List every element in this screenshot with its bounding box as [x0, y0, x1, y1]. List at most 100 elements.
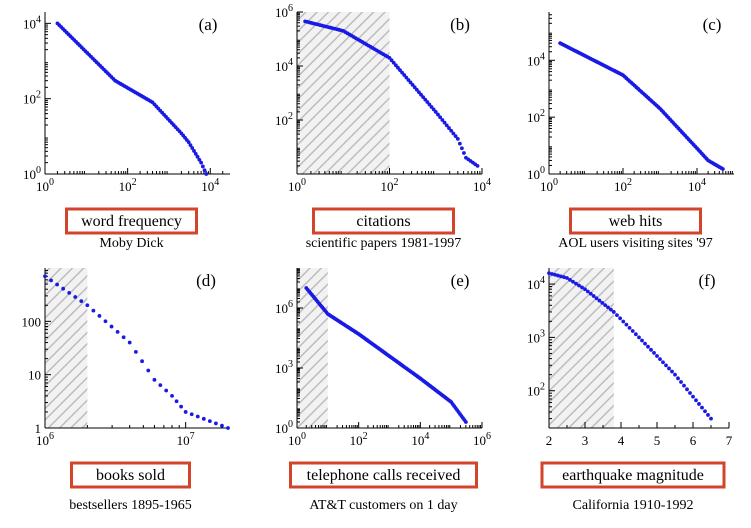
x-tick-label: 104: [411, 431, 429, 448]
data-point: [186, 140, 191, 145]
caption: Moby Dick: [99, 236, 163, 251]
y-tick-label: 104: [527, 51, 545, 68]
x-tick-label: 7: [726, 433, 733, 448]
data-point: [79, 299, 84, 304]
data-point: [55, 282, 59, 287]
x-axis-label: web hits: [609, 213, 663, 230]
y-tick-label: 104: [527, 275, 545, 292]
data-point: [591, 294, 596, 298]
panel-label: (d): [196, 271, 216, 290]
xlabel-box: [289, 461, 478, 489]
x-axis-label: books sold: [96, 467, 165, 484]
data-point: [201, 416, 206, 421]
data-point: [615, 313, 619, 318]
data-point: [199, 160, 204, 165]
data-point: [200, 164, 205, 169]
data-point: [189, 412, 194, 417]
data-point: [583, 287, 587, 292]
caption: California 1910-1992: [573, 498, 694, 513]
data-point: [568, 277, 572, 282]
data-point: [459, 146, 464, 151]
data-point: [688, 391, 692, 395]
panel-b: 100 102 104 102 104 106 (b) citations scientific…: [275, 3, 491, 251]
xlabel-box: [312, 207, 455, 235]
y-tick-label: 106: [275, 299, 293, 316]
panel-c: 100 102 104 100 102 104 (c) web hits AOL users v…: [527, 12, 734, 251]
data-point: [588, 291, 593, 296]
data-point: [562, 275, 566, 280]
data-point: [43, 274, 47, 279]
data-point: [556, 273, 560, 278]
data-point: [174, 399, 179, 404]
data-point: [109, 324, 114, 329]
shaded-region: [297, 12, 390, 174]
data-point: [197, 157, 202, 162]
y-tick-label: 100: [22, 314, 42, 329]
data-point: [462, 151, 466, 155]
x-axis-label: telephone calls received: [307, 467, 461, 484]
data-point: [226, 426, 230, 430]
caption: bestsellers 1895-1965: [69, 498, 191, 513]
data-point: [127, 340, 132, 345]
data-point: [204, 172, 209, 176]
x-tick-label: 100: [36, 177, 54, 194]
data-point: [140, 359, 144, 364]
x-tick-label: 4: [618, 433, 625, 448]
data-point: [691, 394, 695, 399]
data-point: [547, 271, 551, 276]
data-point: [97, 314, 102, 318]
data-point: [164, 388, 169, 393]
data-point: [630, 329, 635, 333]
x-tick-label: 2: [546, 433, 553, 448]
data-point: [709, 416, 713, 421]
data-point: [621, 319, 626, 324]
data-point: [682, 383, 686, 388]
data-point: [67, 290, 72, 295]
x-tick-label: 102: [119, 177, 137, 194]
x-tick-label: 104: [473, 177, 491, 194]
data-point: [447, 126, 451, 130]
x-tick-label: 100: [288, 177, 306, 194]
data-point: [649, 347, 653, 352]
data-point: [658, 357, 662, 362]
data-point: [580, 285, 584, 290]
data-point: [195, 154, 200, 159]
y-tick-label: 10: [28, 368, 41, 383]
panel-a: 100 102 104 100 102 104 (a) word frequency Moby …: [23, 12, 230, 251]
panel-f: 2 3 4 5 6 7 102 103 104 (f) earthquake magnitude Ca…: [527, 268, 733, 513]
data-point: [121, 335, 126, 340]
data-point: [133, 349, 138, 354]
data-point: [679, 380, 683, 384]
data-point: [73, 295, 78, 299]
data-point: [676, 376, 680, 381]
data-point: [685, 387, 689, 392]
data-point: [188, 143, 193, 147]
y-tick-label: 106: [275, 3, 293, 20]
data-point: [202, 168, 207, 173]
data-point: [664, 363, 668, 368]
data-point: [455, 136, 460, 141]
data-point: [652, 351, 656, 355]
data-point: [673, 372, 677, 377]
x-axis-label: word frequency: [81, 213, 182, 230]
data-point: [475, 163, 480, 168]
data-point: [85, 303, 90, 308]
data-point: [103, 319, 108, 324]
data-point: [643, 341, 647, 346]
panel-label: (f): [699, 271, 716, 290]
data-point: [550, 272, 554, 276]
data-point: [442, 120, 447, 125]
data-point: [571, 279, 575, 284]
data-point: [49, 278, 53, 283]
x-tick-label: 3: [582, 433, 589, 448]
x-tick-label: 100: [288, 431, 306, 448]
data-point: [444, 123, 449, 128]
x-tick-label: 102: [614, 177, 632, 194]
x-tick-label: 100: [540, 177, 558, 194]
data-point: [597, 298, 602, 303]
data-point: [214, 421, 218, 426]
y-tick-label: 100: [527, 165, 545, 182]
data-point: [624, 322, 629, 327]
data-point: [611, 310, 616, 314]
